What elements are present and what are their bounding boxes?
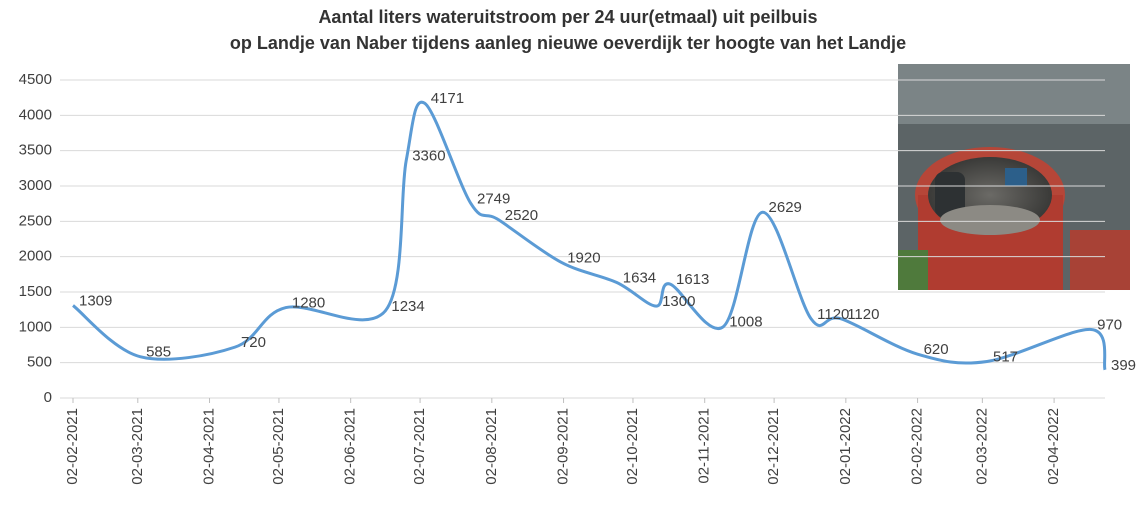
x-tick-label: 02-08-2021	[483, 408, 500, 485]
data-label: 970	[1097, 316, 1122, 333]
data-label: 1120	[817, 306, 849, 323]
chart-title: Aantal liters wateruitstroom per 24 uur(…	[318, 7, 817, 27]
data-label: 2520	[505, 207, 538, 224]
x-tick-label: 02-09-2021	[555, 408, 572, 485]
y-tick-label: 500	[27, 354, 52, 371]
x-tick-label: 02-11-2021	[696, 408, 713, 484]
x-tick-label: 02-12-2021	[765, 408, 782, 485]
chart-title: op Landje van Naber tijdens aanleg nieuw…	[230, 33, 906, 53]
data-label: 585	[146, 344, 171, 361]
data-label: 1234	[391, 298, 424, 315]
x-tick-label: 02-03-2021	[129, 408, 146, 485]
data-label: 620	[924, 341, 949, 358]
x-tick-label: 02-02-2021	[64, 408, 81, 485]
y-tick-label: 3000	[19, 177, 52, 194]
y-tick-label: 0	[44, 389, 52, 406]
data-label: 720	[241, 334, 266, 351]
photo	[898, 64, 1130, 290]
x-tick-label: 02-04-2022	[1045, 408, 1062, 485]
x-tick-label: 02-07-2021	[411, 408, 428, 485]
data-label: 4171	[431, 90, 464, 107]
y-tick-label: 4000	[19, 106, 52, 123]
x-tick-label: 02-05-2021	[270, 408, 287, 485]
y-tick-label: 3500	[19, 142, 52, 159]
x-tick-label: 02-04-2021	[200, 408, 217, 485]
x-tick-label: 02-10-2021	[624, 408, 641, 485]
data-label: 1120	[847, 306, 879, 323]
data-label: 2629	[769, 199, 802, 216]
x-tick-label: 02-01-2022	[837, 408, 854, 485]
data-label: 517	[993, 348, 1018, 365]
x-tick-label: 02-03-2022	[973, 408, 990, 485]
data-label: 1280	[292, 295, 325, 312]
y-tick-label: 1000	[19, 318, 52, 335]
y-tick-label: 2000	[19, 248, 52, 265]
data-label: 3360	[412, 148, 445, 165]
x-tick-label: 02-02-2022	[909, 408, 926, 485]
x-tick-label: 02-06-2021	[342, 408, 359, 485]
data-label: 1309	[79, 292, 112, 309]
data-label: 1634	[623, 269, 656, 286]
y-tick-label: 1500	[19, 283, 52, 300]
data-label: 1300	[662, 293, 695, 310]
data-label: 1920	[567, 249, 600, 266]
y-tick-label: 4500	[19, 71, 52, 88]
data-label: 2749	[477, 191, 510, 208]
data-label: 399	[1111, 357, 1136, 374]
data-label: 1008	[729, 314, 762, 331]
y-tick-label: 2500	[19, 212, 52, 229]
chart: Aantal liters wateruitstroom per 24 uur(…	[0, 0, 1137, 507]
data-label: 1613	[676, 271, 709, 288]
